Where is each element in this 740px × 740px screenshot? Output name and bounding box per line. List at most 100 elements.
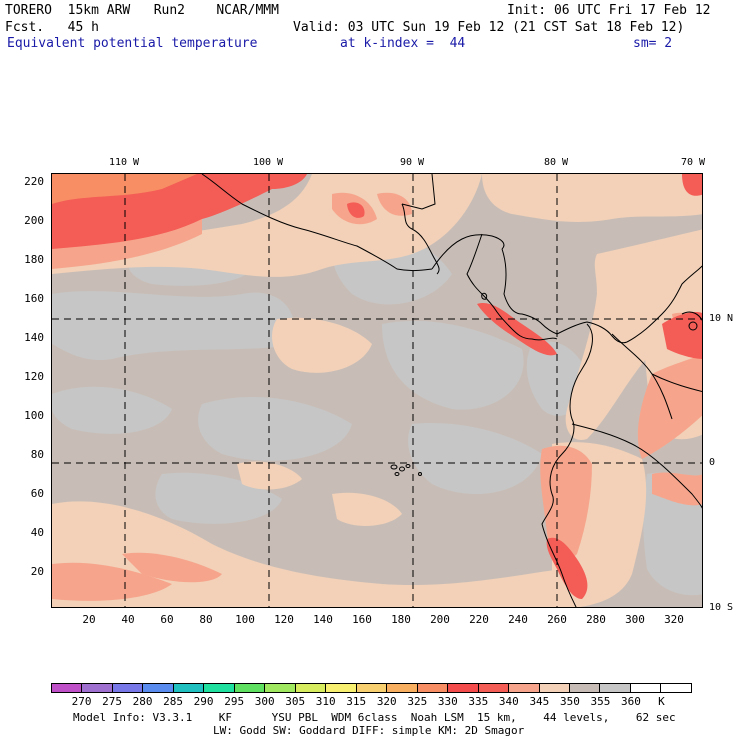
panama-coast bbox=[556, 321, 628, 344]
colorbar-label: 310 bbox=[315, 695, 336, 708]
colorbar bbox=[51, 683, 692, 693]
x-tick: 280 bbox=[586, 613, 606, 626]
coastlines bbox=[201, 174, 702, 607]
colorbar-segment bbox=[265, 684, 296, 692]
colorbar-label: 275 bbox=[102, 695, 122, 708]
colorbar-segment bbox=[448, 684, 479, 692]
x-tick: 240 bbox=[508, 613, 528, 626]
colorbar-label: 325 bbox=[407, 695, 428, 708]
valid-time: Valid: 03 UTC Sun 19 Feb 12 (21 CST Sat … bbox=[293, 20, 685, 35]
colorbar-label: 290 bbox=[193, 695, 214, 708]
y-tick: 200 bbox=[24, 214, 44, 227]
lon-label-110w: 110 W bbox=[108, 157, 140, 168]
colorbar-label: 360 bbox=[621, 695, 641, 708]
x-tick: 260 bbox=[547, 613, 567, 626]
colorbar-label: 280 bbox=[132, 695, 153, 708]
x-tick: 120 bbox=[274, 613, 294, 626]
y-tick: 60 bbox=[30, 487, 44, 500]
physics-info: LW: Godd SW: Goddard DIFF: simple KM: 2D… bbox=[213, 724, 525, 737]
colorbar-label: K bbox=[658, 695, 665, 708]
colorbar-label: 285 bbox=[163, 695, 184, 708]
maracaibo-coast bbox=[681, 311, 702, 321]
x-tick: 60 bbox=[160, 613, 174, 626]
strong-regions bbox=[52, 174, 702, 599]
x-tick: 300 bbox=[625, 613, 645, 626]
lon-label-90w: 90 W bbox=[399, 157, 425, 168]
y-tick: 20 bbox=[30, 565, 44, 578]
colorbar-label: 305 bbox=[285, 695, 306, 708]
colorbar-label: 300 bbox=[254, 695, 275, 708]
colorbar-segment bbox=[112, 684, 144, 692]
colorbar-label: 295 bbox=[224, 695, 245, 708]
lake-maracaibo bbox=[688, 321, 698, 331]
theta-e-field bbox=[52, 174, 702, 607]
colombia-caribbean-coast bbox=[626, 265, 702, 343]
model-title: TORERO 15km ARW Run2 NCAR/MMM bbox=[5, 3, 279, 18]
x-tick: 220 bbox=[469, 613, 489, 626]
y-tick: 80 bbox=[30, 448, 44, 461]
colorbar-label: 350 bbox=[559, 695, 580, 708]
colorbar-segment bbox=[143, 684, 174, 692]
y-tick: 160 bbox=[24, 292, 44, 305]
y-tick: 180 bbox=[24, 253, 44, 266]
forecast-hour: Fcst. 45 h bbox=[5, 20, 99, 35]
colorbar-segment bbox=[356, 684, 388, 692]
lon-label-100w: 100 W bbox=[252, 157, 284, 168]
lon-label-70w: 70 W bbox=[680, 157, 706, 168]
colorbar-segment bbox=[478, 684, 510, 692]
colorbar-segment bbox=[539, 684, 570, 692]
colorbar-label: 320 bbox=[376, 695, 397, 708]
x-tick: 100 bbox=[235, 613, 255, 626]
y-tick: 220 bbox=[24, 175, 44, 188]
field-name: Equivalent potential temperature bbox=[7, 36, 258, 51]
colorbar-segment bbox=[326, 684, 357, 692]
lon-label-80w: 80 W bbox=[543, 157, 569, 168]
colorbar-label: 340 bbox=[498, 695, 519, 708]
colorbar-label: 335 bbox=[468, 695, 489, 708]
guatemala-border bbox=[401, 203, 440, 275]
y-tick: 120 bbox=[24, 370, 44, 383]
colorbar-label: 330 bbox=[437, 695, 458, 708]
level-info: at k-index = 44 bbox=[340, 36, 466, 51]
colorbar-segment bbox=[82, 684, 113, 692]
colorbar-segment bbox=[630, 684, 662, 692]
nicaragua-caribbean bbox=[501, 248, 558, 335]
colorbar-label: 355 bbox=[590, 695, 611, 708]
colorbar-segment bbox=[234, 684, 266, 692]
colombia-venezuela-border bbox=[651, 373, 702, 393]
south-america-pacific-coast bbox=[541, 323, 593, 607]
colorbar-segment bbox=[661, 684, 691, 692]
colorbar-label: 270 bbox=[71, 695, 92, 708]
x-tick: 80 bbox=[199, 613, 213, 626]
model-info: Model Info: V3.3.1 KF YSU PBL WDM 6class… bbox=[73, 711, 676, 724]
lat-label-10s: 10 S bbox=[709, 602, 734, 613]
honduras-coast bbox=[431, 234, 505, 270]
init-time: Init: 06 UTC Fri 17 Feb 12 bbox=[507, 3, 711, 18]
y-tick: 40 bbox=[30, 526, 44, 539]
lat-label-10n: 10 N bbox=[709, 313, 734, 324]
x-tick: 200 bbox=[430, 613, 450, 626]
galapagos-islands bbox=[390, 464, 422, 476]
lake-nicaragua bbox=[481, 292, 488, 300]
colorbar-segment bbox=[600, 684, 631, 692]
lat-label-0: 0 bbox=[709, 457, 716, 468]
yucatan-border bbox=[401, 174, 436, 210]
colorbar-segment bbox=[295, 684, 327, 692]
y-tick: 100 bbox=[24, 409, 44, 422]
ecuador-peru-border bbox=[571, 423, 702, 509]
central-america-pacific bbox=[466, 233, 558, 341]
x-tick: 40 bbox=[121, 613, 135, 626]
mexico-pacific-coast bbox=[201, 174, 433, 272]
colorbar-segment bbox=[509, 684, 540, 692]
map-panel bbox=[51, 173, 703, 608]
x-tick: 180 bbox=[391, 613, 411, 626]
colorbar-segment bbox=[417, 684, 449, 692]
y-tick: 140 bbox=[24, 331, 44, 344]
x-tick: 140 bbox=[313, 613, 333, 626]
colorbar-segment bbox=[387, 684, 418, 692]
smoothing-info: sm= 2 bbox=[633, 36, 673, 51]
x-tick: 320 bbox=[664, 613, 684, 626]
colorbar-label: 345 bbox=[529, 695, 550, 708]
colorbar-label: 315 bbox=[346, 695, 367, 708]
colorbar-segment bbox=[52, 684, 83, 692]
